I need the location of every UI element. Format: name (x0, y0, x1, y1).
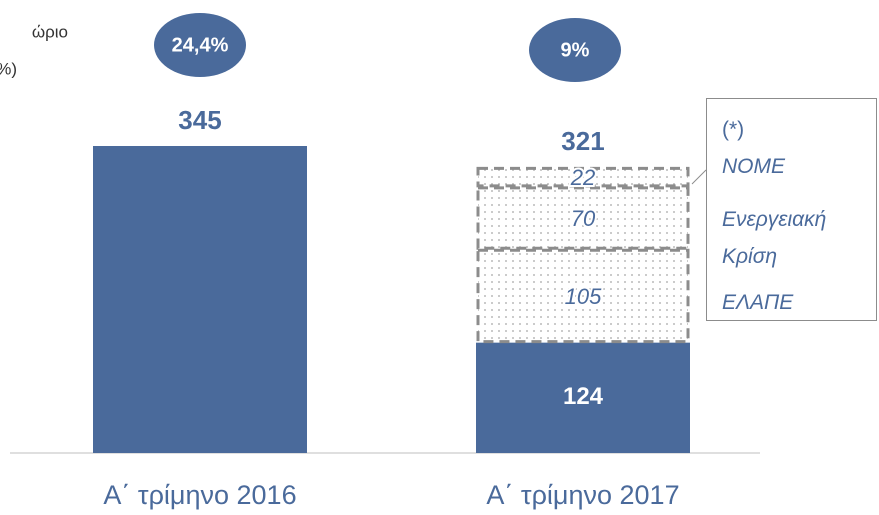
bar-segment (476, 186, 690, 250)
margin-bubble (154, 13, 246, 77)
bar (476, 342, 690, 453)
x-tick-label: Α΄ τρίμηνο 2017 (486, 480, 679, 510)
legend-entry: ΕΛΑΠΕ (722, 291, 794, 314)
total-label: 345 (178, 105, 221, 135)
margin-axis-label: ώριο (32, 22, 68, 41)
segment-label: 22 (570, 165, 595, 190)
legend-title: (*) (722, 118, 745, 141)
margin-axis-label: %) (0, 59, 17, 78)
margin-label: 24,4% (172, 34, 229, 56)
segment-label: 105 (565, 284, 602, 309)
bar-segment (476, 166, 690, 188)
legend-entry: Ενεργειακή Κρίση (722, 208, 827, 268)
legend-entry: ΝΟΜΕ (722, 155, 785, 178)
margin-bubble (529, 18, 621, 82)
x-tick-label: Α΄ τρίμηνο 2016 (103, 480, 296, 510)
margin-label: 9% (561, 39, 590, 61)
total-label: 321 (561, 126, 604, 156)
bar (93, 146, 307, 453)
legend-leader (691, 169, 707, 185)
bar-segment (476, 248, 690, 344)
legend: (*) ΝΟΜΕ Ενεργειακή Κρίση ΕΛΑΠΕ (706, 98, 877, 321)
segment-label: 70 (571, 206, 596, 231)
bar-value-label: 124 (563, 383, 604, 410)
